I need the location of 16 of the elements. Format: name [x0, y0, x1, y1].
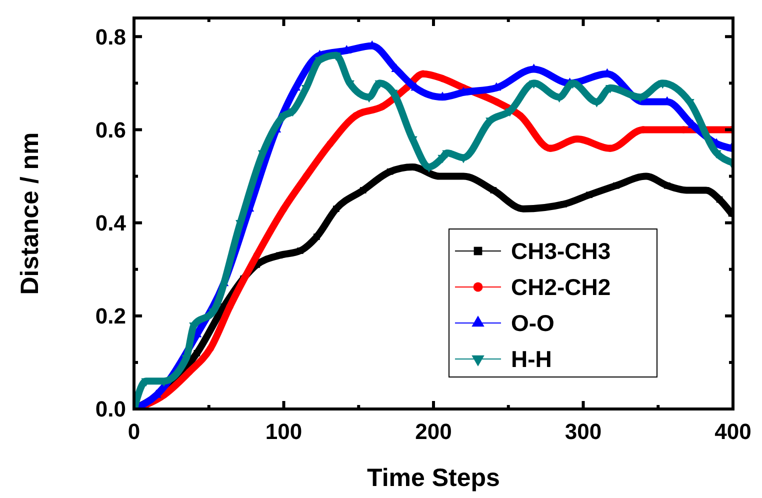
x-tick-label: 0	[128, 419, 140, 444]
x-tick-label: 100	[265, 419, 302, 444]
x-tick-label: 300	[564, 419, 602, 444]
x-tick-label: 400	[714, 419, 752, 444]
x-axis-title: Time Steps	[367, 464, 500, 492]
y-tick-label: 0.6	[95, 117, 126, 142]
legend-label: H-H	[511, 346, 552, 372]
y-tick-label: 0.4	[95, 210, 127, 236]
legend-label: O-O	[511, 310, 554, 336]
legend-label: CH3-CH3	[511, 238, 611, 264]
y-tick-label: 0.2	[95, 304, 126, 329]
y-tick-label: 0.8	[95, 24, 126, 50]
legend-label: CH2-CH2	[511, 274, 611, 300]
y-axis-title: Distance / nm	[16, 132, 44, 295]
y-tick-label: 0.0	[95, 396, 126, 422]
x-tick-label: 200	[415, 419, 452, 444]
